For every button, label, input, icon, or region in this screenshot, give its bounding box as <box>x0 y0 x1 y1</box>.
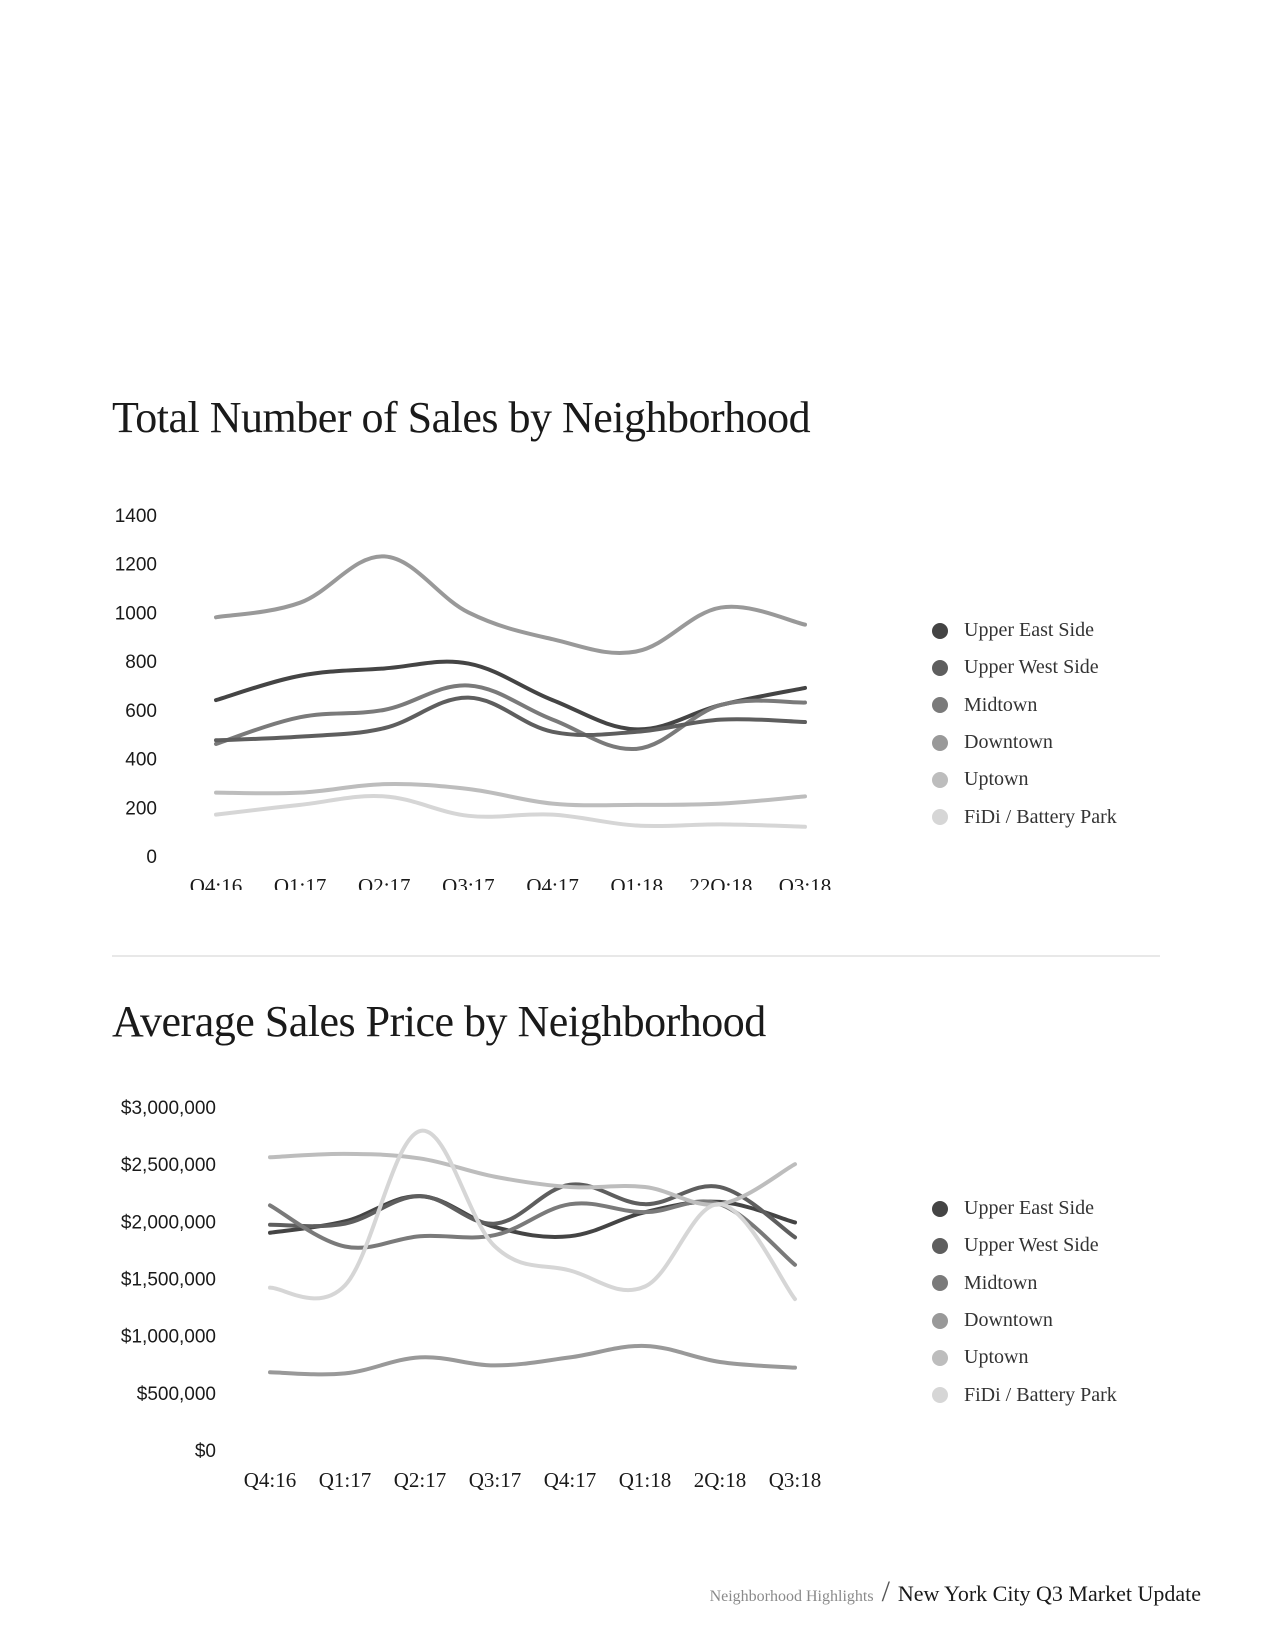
sales-x-tick-label: Q2:17 <box>358 874 411 890</box>
sales-x-tick-label: Q4:16 <box>190 874 243 890</box>
legend-label: Uptown <box>964 1346 1029 1369</box>
price-y-tick-label: $2,000,000 <box>121 1212 216 1233</box>
sales-y-tick-label: 1000 <box>115 603 157 624</box>
footer-separator: / <box>881 1575 890 1608</box>
footer-section-label: Neighborhood Highlights <box>709 1588 874 1605</box>
legend-label: Downtown <box>964 731 1053 754</box>
legend-swatch-icon <box>932 1237 948 1254</box>
legend-swatch-icon <box>932 1387 948 1404</box>
sales-count-line-chart: 0 200 400 600 800 1000 1200 1400 Q4:16 Q1:17 Q2:17… <box>115 506 832 890</box>
sales-x-tick-label: Q3:18 <box>779 874 832 890</box>
sales-y-tick-label: 200 <box>125 798 157 819</box>
legend-swatch-icon <box>932 622 948 639</box>
legend-swatch-icon <box>932 659 948 676</box>
price-y-tick-label: $1,500,000 <box>121 1270 216 1291</box>
price-y-tick-label: $500,000 <box>137 1384 216 1405</box>
sales-y-tick-label: 600 <box>125 701 157 722</box>
legend-label: Midtown <box>964 1271 1038 1294</box>
price-x-tick-label: Q3:17 <box>469 1468 522 1490</box>
legend-swatch-icon <box>932 1349 948 1366</box>
price-x-tick-label: Q4:16 <box>244 1468 297 1490</box>
sales-y-tick-label: 0 <box>146 847 157 868</box>
price-x-tick-label: 2Q:18 <box>694 1468 747 1490</box>
avg-price-legend: Upper East Side Upper West Side Midtown Dow… <box>932 1190 1117 1414</box>
sales-series-line-uptown <box>214 782 807 808</box>
price-x-tick-label: Q1:17 <box>319 1468 372 1490</box>
price-x-tick-label: Q1:18 <box>619 1468 672 1490</box>
sales-series-line-downtown <box>214 554 807 655</box>
legend-label: Downtown <box>964 1309 1053 1332</box>
legend-swatch-icon <box>932 1275 948 1292</box>
price-series-line-uptown <box>268 1151 797 1207</box>
legend-label: Upper East Side <box>964 1197 1094 1220</box>
price-x-tick-label: Q2:17 <box>394 1468 447 1490</box>
sales-legend-item-upper-west-side: Upper West Side <box>932 649 1117 686</box>
legend-swatch-icon <box>932 771 948 788</box>
price-series-line-upper-west-side <box>268 1182 797 1240</box>
sales-x-tick-label: Q1:17 <box>274 874 327 890</box>
sales-series-line-upper-west-side <box>214 695 807 743</box>
legend-label: Midtown <box>964 693 1038 716</box>
avg-price-line-chart: $0 $500,000 $1,000,000 $1,500,000 $2,000,000… <box>121 1098 822 1490</box>
price-legend-item-upper-east-side: Upper East Side <box>932 1190 1117 1227</box>
sales-y-tick-label: 800 <box>125 652 157 673</box>
sales-legend-item-fidi-battery-park: FiDi / Battery Park <box>932 798 1117 835</box>
sales-legend-item-midtown: Midtown <box>932 687 1117 724</box>
price-series-line-midtown <box>268 1199 797 1267</box>
sales-legend-item-uptown: Uptown <box>932 761 1117 798</box>
price-series-line-downtown <box>268 1343 797 1377</box>
legend-swatch-icon <box>932 1200 948 1217</box>
price-legend-item-downtown: Downtown <box>932 1302 1117 1339</box>
legend-label: Upper East Side <box>964 619 1094 642</box>
price-series-line-fidi-battery-park <box>268 1128 797 1302</box>
sales-x-tick-label: Q3:17 <box>442 874 495 890</box>
sales-y-tick-label: 1400 <box>115 506 157 527</box>
price-legend-item-midtown: Midtown <box>932 1265 1117 1302</box>
legend-swatch-icon <box>932 1312 948 1329</box>
section-divider <box>112 955 1160 957</box>
chart-title-sales-count: Total Number of Sales by Neighborhood <box>112 393 811 442</box>
price-legend-item-fidi-battery-park: FiDi / Battery Park <box>932 1376 1117 1413</box>
sales-series-line-fidi-battery-park <box>214 793 807 829</box>
price-legend-item-upper-west-side: Upper West Side <box>932 1227 1117 1264</box>
sales-series-line-midtown <box>214 683 807 751</box>
price-y-tick-label: $0 <box>195 1441 216 1462</box>
price-y-tick-label: $1,000,000 <box>121 1327 216 1348</box>
price-x-tick-label: Q4:17 <box>544 1468 597 1490</box>
legend-swatch-icon <box>932 809 948 826</box>
sales-y-tick-label: 400 <box>125 750 157 771</box>
price-x-tick-label: Q3:18 <box>769 1468 822 1490</box>
legend-label: FiDi / Battery Park <box>964 805 1117 828</box>
sales-y-tick-label: 1200 <box>115 555 157 576</box>
page-footer: Neighborhood Highlights / New York City … <box>710 1575 1201 1609</box>
sales-x-tick-label: 22Q:18 <box>689 874 752 890</box>
legend-label: Upper West Side <box>964 656 1099 679</box>
legend-label: FiDi / Battery Park <box>964 1383 1117 1406</box>
price-y-tick-label: $2,500,000 <box>121 1155 216 1176</box>
sales-x-tick-label: Q4:17 <box>526 874 579 890</box>
sales-legend-item-downtown: Downtown <box>932 724 1117 761</box>
footer-report-title: New York City Q3 Market Update <box>897 1581 1201 1606</box>
legend-label: Uptown <box>964 768 1029 791</box>
price-legend-item-uptown: Uptown <box>932 1339 1117 1376</box>
legend-swatch-icon <box>932 734 948 751</box>
legend-label: Upper West Side <box>964 1234 1099 1257</box>
sales-legend-item-upper-east-side: Upper East Side <box>932 612 1117 649</box>
legend-swatch-icon <box>932 697 948 714</box>
price-y-tick-label: $3,000,000 <box>121 1098 216 1119</box>
sales-x-tick-label: Q1:18 <box>610 874 663 890</box>
sales-count-legend: Upper East Side Upper West Side Midtown Dow… <box>932 612 1117 836</box>
chart-title-avg-price: Average Sales Price by Neighborhood <box>112 997 766 1046</box>
